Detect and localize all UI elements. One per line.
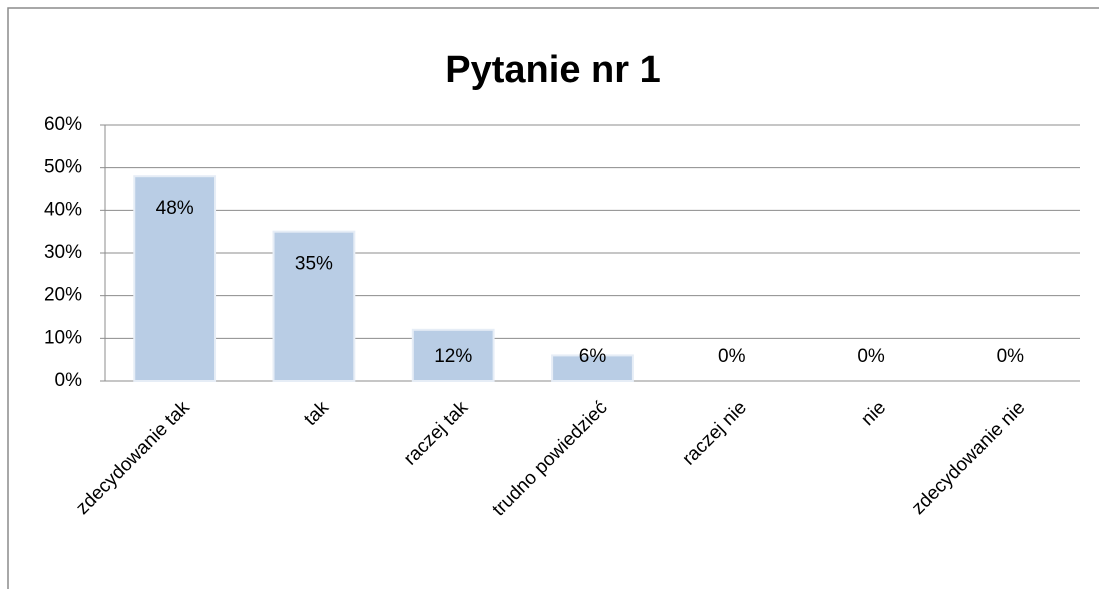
bar — [551, 354, 634, 382]
y-tick-label: 50% — [44, 157, 82, 178]
data-label: 12% — [434, 346, 472, 367]
data-label: 6% — [579, 346, 607, 367]
bar — [411, 328, 495, 382]
y-tick-label: 60% — [44, 114, 82, 135]
y-tick-label: 30% — [44, 242, 82, 263]
data-label: 0% — [857, 346, 885, 367]
bar — [133, 175, 217, 382]
chart-title: Pytanie nr 1 — [445, 49, 660, 91]
data-label: 0% — [997, 346, 1025, 367]
bar — [272, 230, 356, 382]
data-label: 35% — [295, 254, 333, 275]
y-tick-label: 0% — [55, 370, 83, 391]
y-tick-label: 20% — [44, 285, 82, 306]
data-label: 48% — [156, 198, 194, 219]
y-tick-label: 40% — [44, 199, 82, 220]
data-label: 0% — [718, 346, 746, 367]
y-tick-label: 10% — [44, 327, 82, 348]
